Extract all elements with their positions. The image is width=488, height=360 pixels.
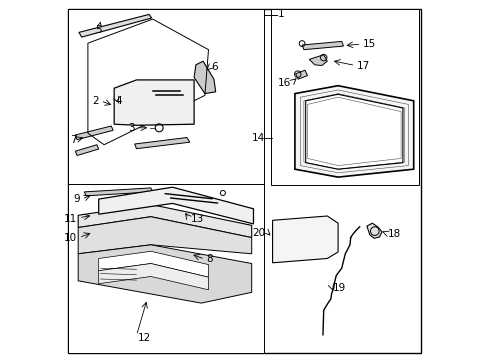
FancyBboxPatch shape bbox=[271, 9, 418, 185]
Polygon shape bbox=[99, 187, 253, 224]
Polygon shape bbox=[295, 70, 307, 79]
FancyBboxPatch shape bbox=[68, 9, 420, 353]
Text: 11: 11 bbox=[64, 213, 77, 224]
Text: 15: 15 bbox=[362, 39, 375, 49]
Text: 4: 4 bbox=[115, 96, 122, 106]
Text: 19: 19 bbox=[332, 283, 345, 293]
Polygon shape bbox=[294, 86, 413, 177]
Polygon shape bbox=[99, 264, 208, 290]
Polygon shape bbox=[79, 14, 151, 37]
Polygon shape bbox=[99, 251, 208, 277]
Polygon shape bbox=[309, 55, 326, 66]
Text: 16: 16 bbox=[278, 78, 291, 88]
Text: 3: 3 bbox=[128, 123, 135, 133]
Polygon shape bbox=[305, 94, 402, 169]
Polygon shape bbox=[84, 188, 152, 196]
Polygon shape bbox=[78, 217, 251, 254]
Text: 20: 20 bbox=[252, 228, 265, 238]
Text: 10: 10 bbox=[64, 233, 77, 243]
FancyBboxPatch shape bbox=[68, 9, 264, 184]
Text: 17: 17 bbox=[356, 61, 369, 71]
Text: 18: 18 bbox=[386, 229, 400, 239]
Polygon shape bbox=[134, 138, 189, 149]
Polygon shape bbox=[75, 145, 99, 156]
Text: 1: 1 bbox=[277, 9, 284, 19]
Polygon shape bbox=[114, 80, 194, 125]
Polygon shape bbox=[78, 245, 251, 303]
Text: 7: 7 bbox=[70, 135, 76, 145]
Text: 5: 5 bbox=[95, 22, 102, 35]
Polygon shape bbox=[302, 41, 343, 50]
Text: 12: 12 bbox=[138, 333, 151, 343]
Polygon shape bbox=[78, 204, 251, 238]
Text: 13: 13 bbox=[190, 214, 203, 224]
Text: 14: 14 bbox=[251, 132, 264, 143]
Text: 6: 6 bbox=[211, 62, 218, 72]
Text: 8: 8 bbox=[206, 254, 213, 264]
Polygon shape bbox=[75, 126, 113, 140]
Polygon shape bbox=[194, 61, 215, 94]
Polygon shape bbox=[272, 216, 337, 263]
Text: 2: 2 bbox=[92, 96, 99, 106]
Polygon shape bbox=[366, 223, 381, 238]
FancyBboxPatch shape bbox=[68, 184, 264, 353]
Text: 9: 9 bbox=[74, 194, 80, 204]
